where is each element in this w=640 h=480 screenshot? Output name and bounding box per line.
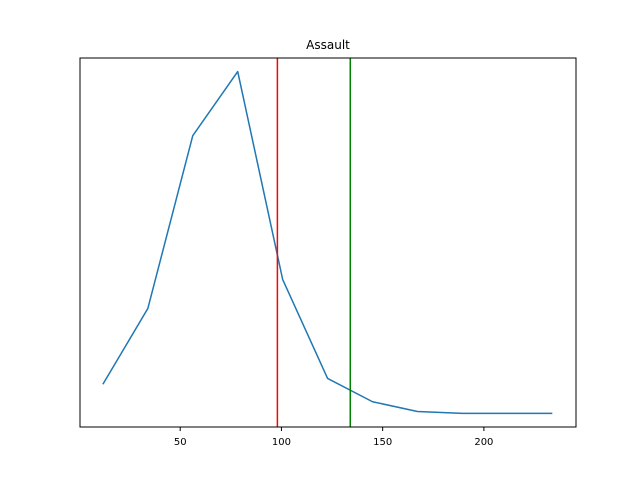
plot-area bbox=[102, 58, 553, 427]
chart-title: Assault bbox=[306, 38, 350, 52]
series-line-0 bbox=[102, 70, 553, 415]
x-axis-ticks: 50 100 150 200 bbox=[174, 427, 493, 448]
plot-frame bbox=[79, 57, 577, 428]
x-tick-label: 50 bbox=[174, 437, 187, 448]
x-tick-label: 100 bbox=[272, 437, 291, 448]
x-tick-label: 150 bbox=[373, 437, 392, 448]
x-tick-label: 200 bbox=[474, 437, 493, 448]
